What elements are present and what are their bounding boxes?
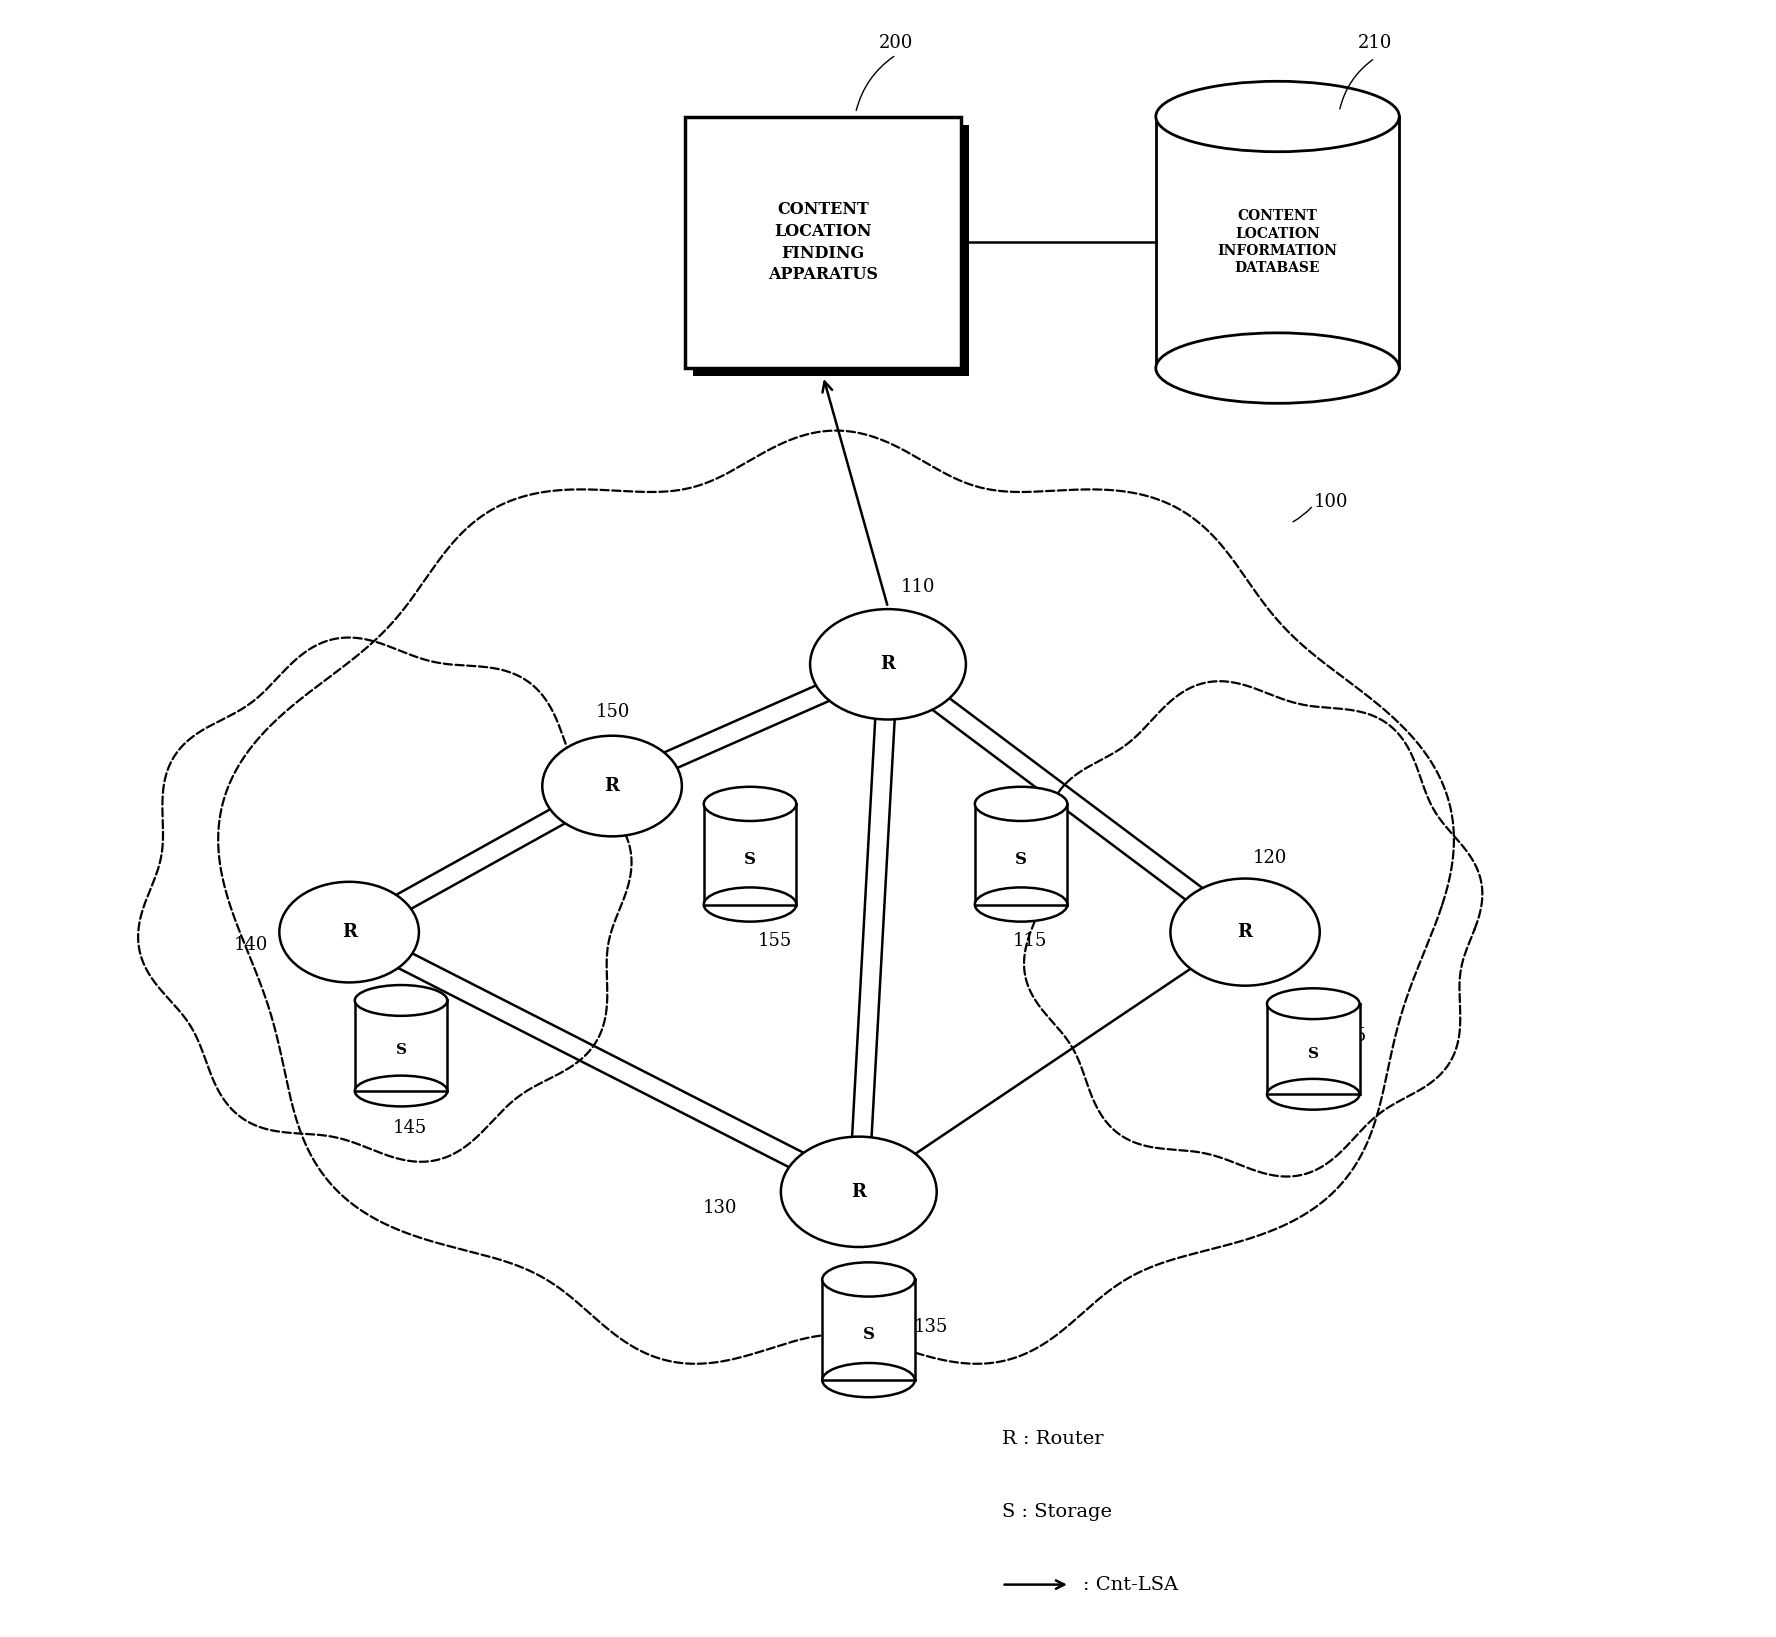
Text: 200: 200: [879, 34, 913, 52]
Text: S : Storage: S : Storage: [1002, 1503, 1112, 1521]
Text: R: R: [341, 923, 357, 941]
Text: 120: 120: [1254, 850, 1288, 868]
Text: S: S: [1016, 851, 1027, 868]
Text: R: R: [851, 1184, 867, 1202]
Text: 125: 125: [1332, 1026, 1368, 1044]
Ellipse shape: [542, 735, 682, 837]
Ellipse shape: [1266, 989, 1359, 1020]
Ellipse shape: [1266, 1079, 1359, 1110]
Text: 140: 140: [234, 936, 268, 954]
Text: 100: 100: [1312, 493, 1348, 511]
Text: R: R: [881, 655, 895, 673]
Ellipse shape: [703, 787, 796, 822]
Ellipse shape: [703, 787, 796, 822]
Text: : Cnt-LSA: : Cnt-LSA: [1083, 1575, 1177, 1593]
Ellipse shape: [975, 787, 1067, 822]
Ellipse shape: [703, 887, 796, 922]
FancyBboxPatch shape: [822, 1280, 915, 1380]
FancyBboxPatch shape: [686, 116, 961, 368]
Ellipse shape: [1156, 82, 1399, 152]
Text: S: S: [396, 1043, 407, 1058]
Ellipse shape: [1156, 332, 1399, 403]
FancyBboxPatch shape: [355, 1000, 448, 1090]
Text: 210: 210: [1357, 34, 1392, 52]
Ellipse shape: [355, 985, 448, 1017]
FancyBboxPatch shape: [693, 124, 970, 377]
Ellipse shape: [1156, 82, 1399, 152]
Text: 115: 115: [1012, 931, 1048, 949]
Text: S: S: [744, 851, 757, 868]
Ellipse shape: [1170, 879, 1320, 985]
Text: S: S: [863, 1326, 874, 1344]
Text: 145: 145: [392, 1118, 428, 1136]
Ellipse shape: [822, 1262, 915, 1297]
FancyBboxPatch shape: [1156, 116, 1399, 368]
Ellipse shape: [355, 1076, 448, 1107]
Text: 155: 155: [758, 931, 792, 949]
Ellipse shape: [781, 1136, 936, 1247]
Ellipse shape: [810, 609, 966, 720]
Text: R: R: [1238, 923, 1252, 941]
Text: 135: 135: [915, 1318, 948, 1336]
Text: 110: 110: [900, 578, 936, 596]
Ellipse shape: [1266, 989, 1359, 1020]
FancyBboxPatch shape: [703, 804, 796, 905]
Ellipse shape: [355, 985, 448, 1017]
Ellipse shape: [822, 1262, 915, 1297]
FancyBboxPatch shape: [975, 804, 1067, 905]
Text: S: S: [1307, 1046, 1320, 1061]
Text: R: R: [604, 778, 620, 796]
Text: R : Router: R : Router: [1002, 1429, 1103, 1447]
Ellipse shape: [975, 787, 1067, 822]
Text: CONTENT
LOCATION
FINDING
APPARATUS: CONTENT LOCATION FINDING APPARATUS: [767, 201, 877, 283]
Ellipse shape: [279, 882, 419, 982]
Ellipse shape: [822, 1364, 915, 1398]
Text: 150: 150: [595, 704, 630, 722]
FancyBboxPatch shape: [1266, 1003, 1359, 1094]
Ellipse shape: [975, 887, 1067, 922]
Text: CONTENT
LOCATION
INFORMATION
DATABASE: CONTENT LOCATION INFORMATION DATABASE: [1218, 210, 1337, 275]
Text: 130: 130: [703, 1198, 737, 1216]
